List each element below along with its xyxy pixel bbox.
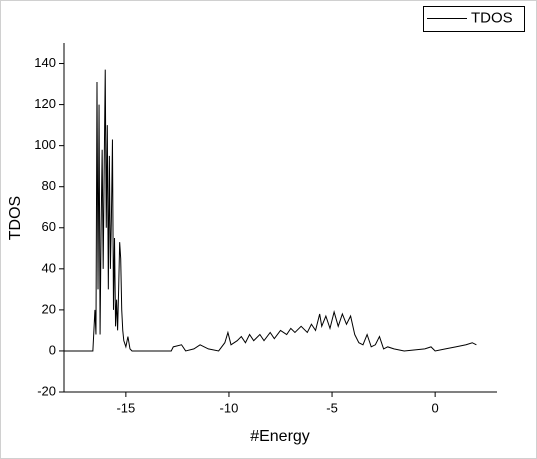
x-tick-label: -5 xyxy=(326,400,338,415)
y-tick-label: 60 xyxy=(42,219,56,234)
x-tick-label: 0 xyxy=(432,400,439,415)
y-tick-label: -20 xyxy=(37,383,56,398)
x-axis-title: #Energy xyxy=(250,428,310,445)
y-tick-label: 40 xyxy=(42,260,56,275)
y-tick-label: 120 xyxy=(34,96,56,111)
legend-label: TDOS xyxy=(471,9,513,26)
x-tick-label: -15 xyxy=(116,400,135,415)
y-tick-label: 100 xyxy=(34,137,56,152)
x-tick-label: -10 xyxy=(220,400,239,415)
y-axis-title: TDOS xyxy=(7,196,24,240)
y-tick-label: 20 xyxy=(42,301,56,316)
y-tick-label: 140 xyxy=(34,55,56,70)
y-tick-label: 0 xyxy=(49,342,56,357)
data-line xyxy=(64,69,477,352)
y-tick-label: 80 xyxy=(42,178,56,193)
